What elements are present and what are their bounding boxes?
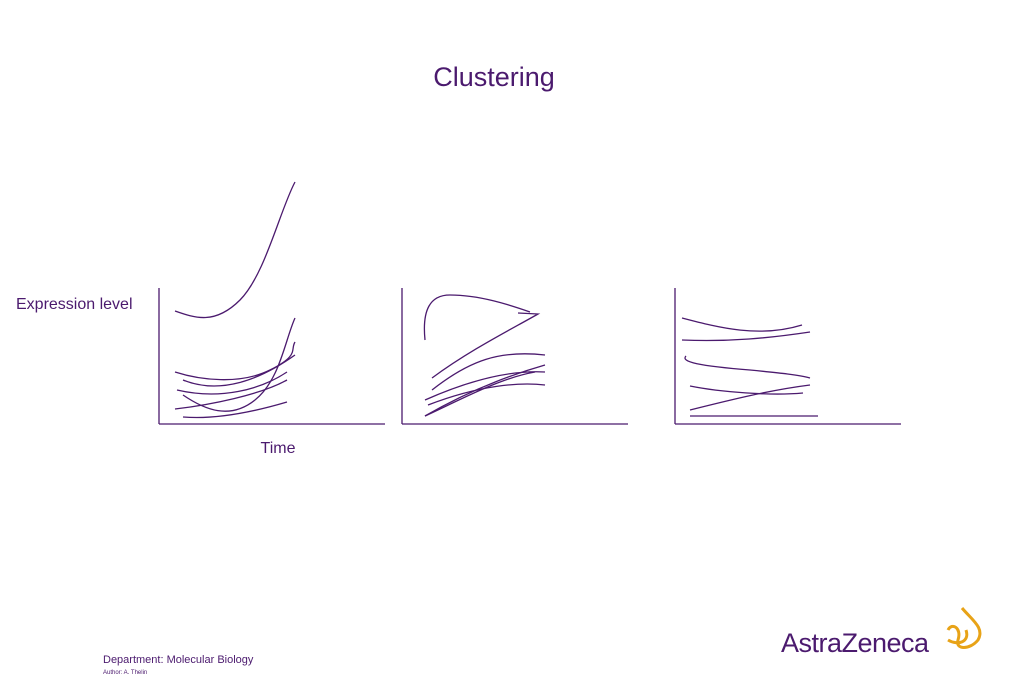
curve	[176, 371, 288, 395]
x-axis-label: Time	[261, 440, 296, 457]
curve	[424, 371, 536, 417]
curve	[174, 379, 288, 410]
footer-department: Department: Molecular Biology	[103, 654, 254, 666]
panel-2	[401, 288, 628, 425]
curve	[424, 364, 546, 417]
panel-3	[674, 288, 901, 425]
curve	[681, 317, 803, 332]
curve	[689, 384, 811, 411]
curve	[174, 341, 296, 381]
curve	[681, 331, 811, 342]
curve	[684, 355, 811, 379]
curve	[174, 181, 296, 319]
curve	[182, 401, 288, 419]
logo-symbol	[946, 607, 982, 649]
curve	[423, 294, 531, 341]
logo-text: AstraZeneca	[781, 628, 930, 658]
curve	[427, 383, 546, 406]
curve	[431, 353, 546, 391]
curve	[689, 385, 804, 395]
curve	[182, 317, 296, 412]
logo: AstraZeneca	[781, 607, 982, 658]
panel-1	[158, 181, 385, 425]
y-axis-label: Expression level	[16, 296, 133, 313]
curve	[182, 354, 296, 387]
slide-title: Clustering	[433, 62, 555, 92]
curve	[431, 312, 541, 379]
footer-author: Author: A. Thelin	[103, 670, 147, 676]
